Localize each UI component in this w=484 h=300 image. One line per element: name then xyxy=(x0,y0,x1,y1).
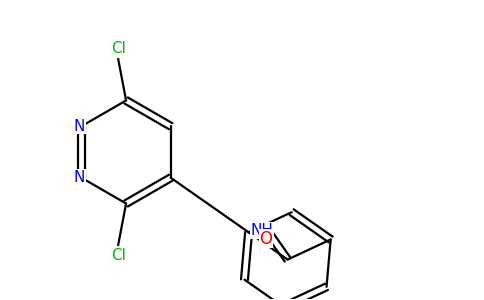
Text: N: N xyxy=(74,119,85,134)
Text: N: N xyxy=(74,170,85,185)
Text: O: O xyxy=(259,230,272,247)
Text: NH: NH xyxy=(251,223,273,238)
Text: Cl: Cl xyxy=(111,41,125,56)
Text: Cl: Cl xyxy=(111,248,125,262)
